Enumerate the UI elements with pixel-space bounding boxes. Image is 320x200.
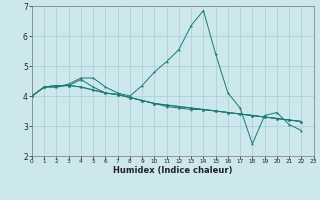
X-axis label: Humidex (Indice chaleur): Humidex (Indice chaleur) — [113, 166, 233, 175]
